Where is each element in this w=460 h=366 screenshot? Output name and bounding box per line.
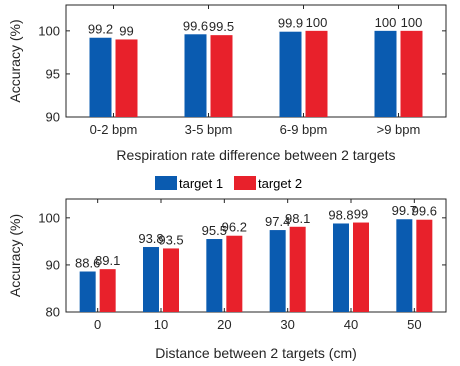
- chart1-bar-target1: [374, 30, 397, 117]
- chart2-xlabel: Distance between 2 targets (cm): [155, 345, 357, 361]
- chart1-bar-target1: [89, 37, 112, 117]
- chart1-ytick-label: 90: [46, 110, 60, 125]
- chart2-ytick-label: 90: [46, 257, 60, 272]
- legend-label: target 2: [258, 176, 302, 191]
- chart2-xtick-label: 10: [154, 317, 168, 332]
- chart1-data-label: 99.9: [278, 16, 303, 31]
- chart1-bar-target2: [115, 39, 138, 117]
- chart1-data-label: 100: [401, 15, 423, 30]
- chart2-data-label: 96.2: [222, 220, 247, 235]
- chart1-data-label: 99.2: [88, 22, 113, 37]
- chart2-xtick-label: 0: [94, 317, 101, 332]
- chart1-data-label: 100: [306, 15, 328, 30]
- chart2-data-label: 99: [354, 207, 368, 222]
- chart2-bar-target1: [333, 223, 349, 312]
- chart2-xtick-label: 40: [344, 317, 358, 332]
- chart2-data-label: 98.8: [328, 207, 353, 222]
- chart2-xtick-label: 30: [280, 317, 294, 332]
- chart2-data-label: 97.4: [265, 214, 290, 229]
- chart1-ylabel: Accuracy (%): [7, 19, 23, 102]
- chart2-bar-target1: [143, 247, 159, 312]
- chart2-bar-target2: [226, 235, 243, 312]
- chart2-bar-target1: [396, 219, 413, 312]
- chart1-xtick-label: 0-2 bpm: [90, 122, 138, 137]
- legend-swatch-target1: [155, 176, 177, 190]
- chart2-bar-target2: [163, 248, 179, 312]
- chart1-bar-target1: [184, 34, 207, 117]
- chart2-ytick-label: 80: [46, 305, 60, 320]
- chart1-data-label: 100: [375, 15, 397, 30]
- chart1-data-label: 99.6: [183, 18, 208, 33]
- chart2-data-label: 93.8: [138, 231, 163, 246]
- chart1-xtick-label: >9 bpm: [377, 122, 421, 137]
- chart2-xtick-label: 50: [407, 317, 421, 332]
- chart1-axes-box: [65, 4, 447, 118]
- chart2-bar-target2: [289, 226, 306, 312]
- chart2-data-label: 99.7: [392, 203, 417, 218]
- chart1-data-label: 99: [119, 23, 133, 38]
- chart2-bar-target2: [99, 269, 116, 312]
- chart2-data-label: 98.1: [285, 211, 310, 226]
- chart2-data-label: 93.5: [158, 232, 183, 247]
- chart2-data-label: 88.6: [75, 256, 100, 271]
- chart2-bar-target1: [206, 239, 223, 312]
- chart1-ytick-label: 95: [46, 66, 60, 81]
- chart2-data-label: 95.5: [202, 223, 227, 238]
- chart1-xtick-label: 3-5 bpm: [185, 122, 233, 137]
- chart2-xtick-label: 20: [217, 317, 231, 332]
- legend-label: target 1: [179, 176, 223, 191]
- chart1-xlabel: Respiration rate difference between 2 ta…: [116, 147, 395, 163]
- chart1-bar-target2: [210, 35, 233, 117]
- chart2-ytick-label: 100: [38, 210, 60, 225]
- chart1-bar-target2: [400, 30, 423, 117]
- legend-swatch-target2: [234, 176, 256, 190]
- chart1-data-label: 99.5: [209, 19, 234, 34]
- chart2-data-label: 99.6: [412, 204, 437, 219]
- chart2-bar-target1: [269, 230, 286, 312]
- chart1-ytick-label: 100: [38, 23, 60, 38]
- chart1-xtick-label: 6-9 bpm: [280, 122, 328, 137]
- chart1-bar-target2: [305, 30, 328, 117]
- chart2-data-label: 89.1: [95, 253, 120, 268]
- chart2-axes-box: [65, 198, 447, 313]
- chart2-ylabel: Accuracy (%): [7, 214, 23, 297]
- chart2-bar-target2: [353, 222, 369, 312]
- chart2-bar-target1: [79, 271, 96, 312]
- chart2-bar-target2: [416, 219, 433, 312]
- chart1-bar-target1: [279, 31, 302, 117]
